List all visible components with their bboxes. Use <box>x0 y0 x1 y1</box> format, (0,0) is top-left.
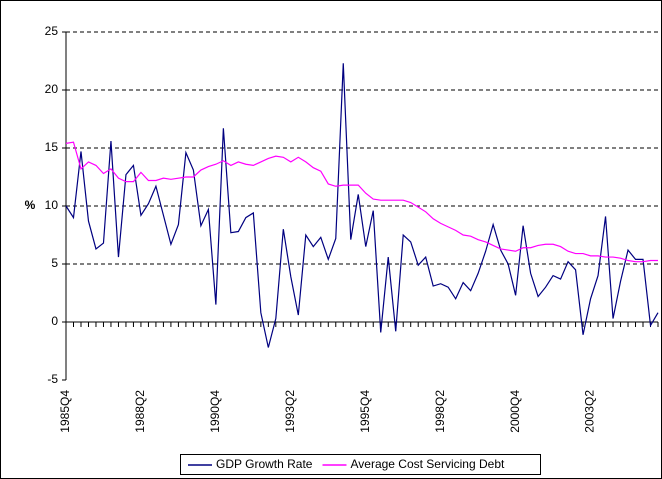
legend-box <box>180 454 541 475</box>
x-tick-label: 2000Q4 <box>508 390 522 433</box>
y-tick-label: 0 <box>51 314 58 328</box>
y-tick-label: 10 <box>45 198 59 212</box>
x-tick-label: 1988Q2 <box>133 390 147 433</box>
line-series <box>65 141 658 263</box>
legend-label: GDP Growth Rate <box>216 457 313 471</box>
y-tick-label: 25 <box>45 24 59 38</box>
y-axis-label: % <box>25 198 36 212</box>
x-tick-label: 1990Q4 <box>208 390 222 433</box>
legend: GDP Growth Rate Average Cost Servicing De… <box>180 454 541 475</box>
x-tick-label: 1993Q2 <box>283 390 297 433</box>
x-tick-label: 2003Q2 <box>583 390 597 433</box>
x-tick-label: 1998Q2 <box>433 390 447 433</box>
y-tick-label: 15 <box>45 140 59 154</box>
legend-label: Average Cost Servicing Debt <box>350 457 505 471</box>
line-series <box>65 63 659 348</box>
y-tick-label: 5 <box>51 256 58 270</box>
x-tick-label: 1995Q4 <box>358 390 372 433</box>
y-tick-label: -5 <box>47 372 58 386</box>
y-tick-label: 20 <box>45 82 59 96</box>
x-tick-label: 1985Q4 <box>58 390 72 433</box>
